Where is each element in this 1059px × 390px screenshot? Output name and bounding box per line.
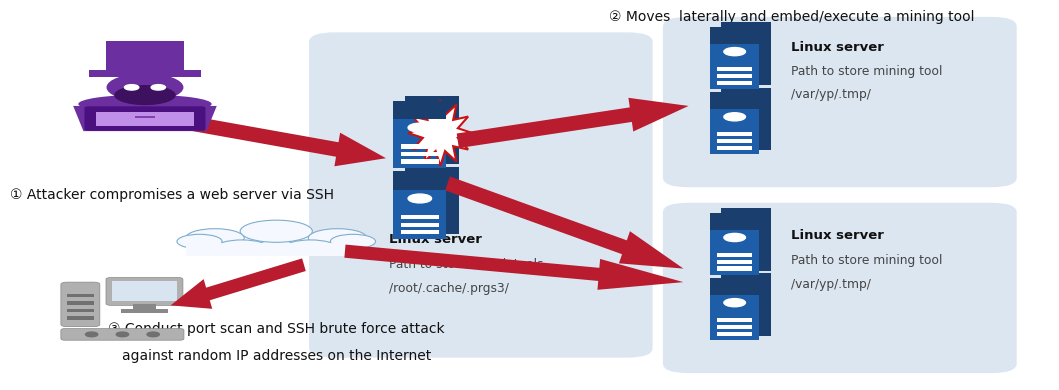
Bar	[400, 152, 439, 156]
Bar	[89, 70, 201, 77]
Circle shape	[86, 332, 97, 337]
Bar	[717, 67, 752, 71]
Circle shape	[724, 233, 746, 241]
Bar	[717, 332, 752, 336]
Bar	[67, 294, 94, 297]
FancyBboxPatch shape	[393, 171, 447, 239]
Bar	[400, 223, 439, 227]
Text: Linux server: Linux server	[791, 229, 884, 242]
Circle shape	[147, 332, 159, 337]
Bar	[717, 74, 752, 78]
Bar	[134, 115, 156, 117]
FancyBboxPatch shape	[406, 167, 459, 234]
Text: Path to store attack tools: Path to store attack tools	[389, 258, 543, 271]
Bar	[400, 144, 439, 149]
Bar	[711, 278, 759, 295]
Bar	[717, 139, 752, 143]
Bar	[67, 316, 94, 320]
Polygon shape	[408, 100, 472, 166]
Text: against random IP addresses on the Internet: against random IP addresses on the Inter…	[122, 349, 431, 363]
Bar	[717, 260, 752, 264]
FancyBboxPatch shape	[309, 32, 652, 358]
Circle shape	[408, 123, 432, 132]
Text: Path to store mining tool: Path to store mining tool	[791, 254, 943, 267]
Bar	[393, 171, 447, 190]
Bar	[711, 27, 759, 44]
Polygon shape	[456, 98, 688, 148]
Text: ① Attacker compromises a web server via SSH: ① Attacker compromises a web server via …	[10, 188, 334, 202]
FancyBboxPatch shape	[711, 213, 759, 275]
Bar	[122, 309, 167, 313]
Bar	[717, 132, 752, 136]
FancyBboxPatch shape	[393, 101, 447, 168]
FancyBboxPatch shape	[60, 329, 184, 340]
Bar	[67, 301, 94, 305]
FancyBboxPatch shape	[406, 96, 459, 164]
Bar	[717, 146, 752, 150]
Bar	[717, 253, 752, 257]
Circle shape	[724, 48, 746, 56]
Bar	[711, 92, 759, 109]
Text: ② Moves  laterally and embed/execute a mining tool: ② Moves laterally and embed/execute a mi…	[609, 10, 974, 24]
Bar	[95, 112, 194, 126]
Circle shape	[724, 299, 746, 307]
Circle shape	[724, 113, 746, 121]
Polygon shape	[445, 176, 683, 269]
Bar	[106, 41, 184, 70]
Ellipse shape	[285, 240, 337, 255]
Text: Linux server: Linux server	[389, 233, 482, 246]
Ellipse shape	[107, 73, 183, 101]
Bar	[112, 280, 177, 301]
Bar	[717, 266, 752, 271]
Bar	[400, 215, 439, 220]
Bar	[717, 325, 752, 329]
Circle shape	[151, 85, 165, 90]
FancyBboxPatch shape	[85, 106, 205, 131]
Bar	[400, 230, 439, 234]
FancyBboxPatch shape	[711, 27, 759, 89]
Bar	[67, 309, 94, 312]
Bar	[393, 101, 447, 119]
Bar	[717, 318, 752, 322]
Bar	[133, 304, 156, 310]
Polygon shape	[344, 245, 683, 290]
Ellipse shape	[177, 234, 222, 248]
FancyBboxPatch shape	[721, 22, 771, 85]
Text: Linux server: Linux server	[791, 41, 884, 54]
Polygon shape	[190, 116, 385, 166]
Ellipse shape	[185, 229, 245, 247]
Polygon shape	[73, 106, 217, 131]
Text: /var/yp/.tmp/: /var/yp/.tmp/	[791, 278, 870, 291]
Bar	[400, 159, 439, 163]
FancyBboxPatch shape	[663, 203, 1017, 373]
Text: ③ Conduct port scan and SSH brute force attack: ③ Conduct port scan and SSH brute force …	[108, 322, 445, 335]
Text: /root/.cache/.prgs3/: /root/.cache/.prgs3/	[389, 282, 509, 295]
FancyBboxPatch shape	[721, 88, 771, 150]
Circle shape	[116, 332, 128, 337]
Bar	[717, 81, 752, 85]
Polygon shape	[170, 259, 306, 309]
Circle shape	[408, 194, 432, 203]
Ellipse shape	[216, 240, 268, 255]
Ellipse shape	[78, 95, 212, 113]
FancyBboxPatch shape	[711, 92, 759, 154]
Ellipse shape	[330, 234, 376, 248]
Text: Path to store mining tool: Path to store mining tool	[791, 65, 943, 78]
Bar	[186, 243, 366, 256]
FancyBboxPatch shape	[60, 282, 100, 327]
Bar	[711, 213, 759, 230]
Text: /var/yp/.tmp/: /var/yp/.tmp/	[791, 88, 870, 101]
FancyBboxPatch shape	[711, 278, 759, 340]
Ellipse shape	[240, 220, 312, 242]
FancyBboxPatch shape	[721, 208, 771, 271]
Circle shape	[125, 85, 139, 90]
FancyBboxPatch shape	[721, 273, 771, 336]
FancyBboxPatch shape	[663, 17, 1017, 187]
Ellipse shape	[114, 85, 176, 105]
FancyBboxPatch shape	[106, 277, 183, 305]
Ellipse shape	[308, 229, 367, 247]
